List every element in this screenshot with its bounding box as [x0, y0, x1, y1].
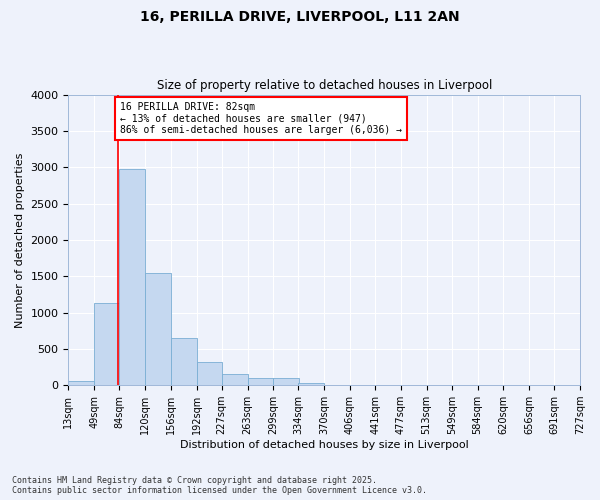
Bar — [248, 378, 274, 385]
Bar — [274, 378, 299, 385]
Bar — [68, 381, 94, 385]
Y-axis label: Number of detached properties: Number of detached properties — [15, 152, 25, 328]
Text: Contains HM Land Registry data © Crown copyright and database right 2025.
Contai: Contains HM Land Registry data © Crown c… — [12, 476, 427, 495]
Bar — [298, 383, 324, 385]
Text: 16 PERILLA DRIVE: 82sqm
← 13% of detached houses are smaller (947)
86% of semi-d: 16 PERILLA DRIVE: 82sqm ← 13% of detache… — [120, 102, 402, 135]
Text: 16, PERILLA DRIVE, LIVERPOOL, L11 2AN: 16, PERILLA DRIVE, LIVERPOOL, L11 2AN — [140, 10, 460, 24]
Bar — [119, 168, 145, 385]
X-axis label: Distribution of detached houses by size in Liverpool: Distribution of detached houses by size … — [180, 440, 469, 450]
Bar — [171, 338, 197, 385]
Bar — [197, 362, 223, 385]
Bar — [145, 274, 171, 385]
Title: Size of property relative to detached houses in Liverpool: Size of property relative to detached ho… — [157, 79, 492, 92]
Bar — [94, 303, 120, 385]
Bar — [222, 374, 248, 385]
